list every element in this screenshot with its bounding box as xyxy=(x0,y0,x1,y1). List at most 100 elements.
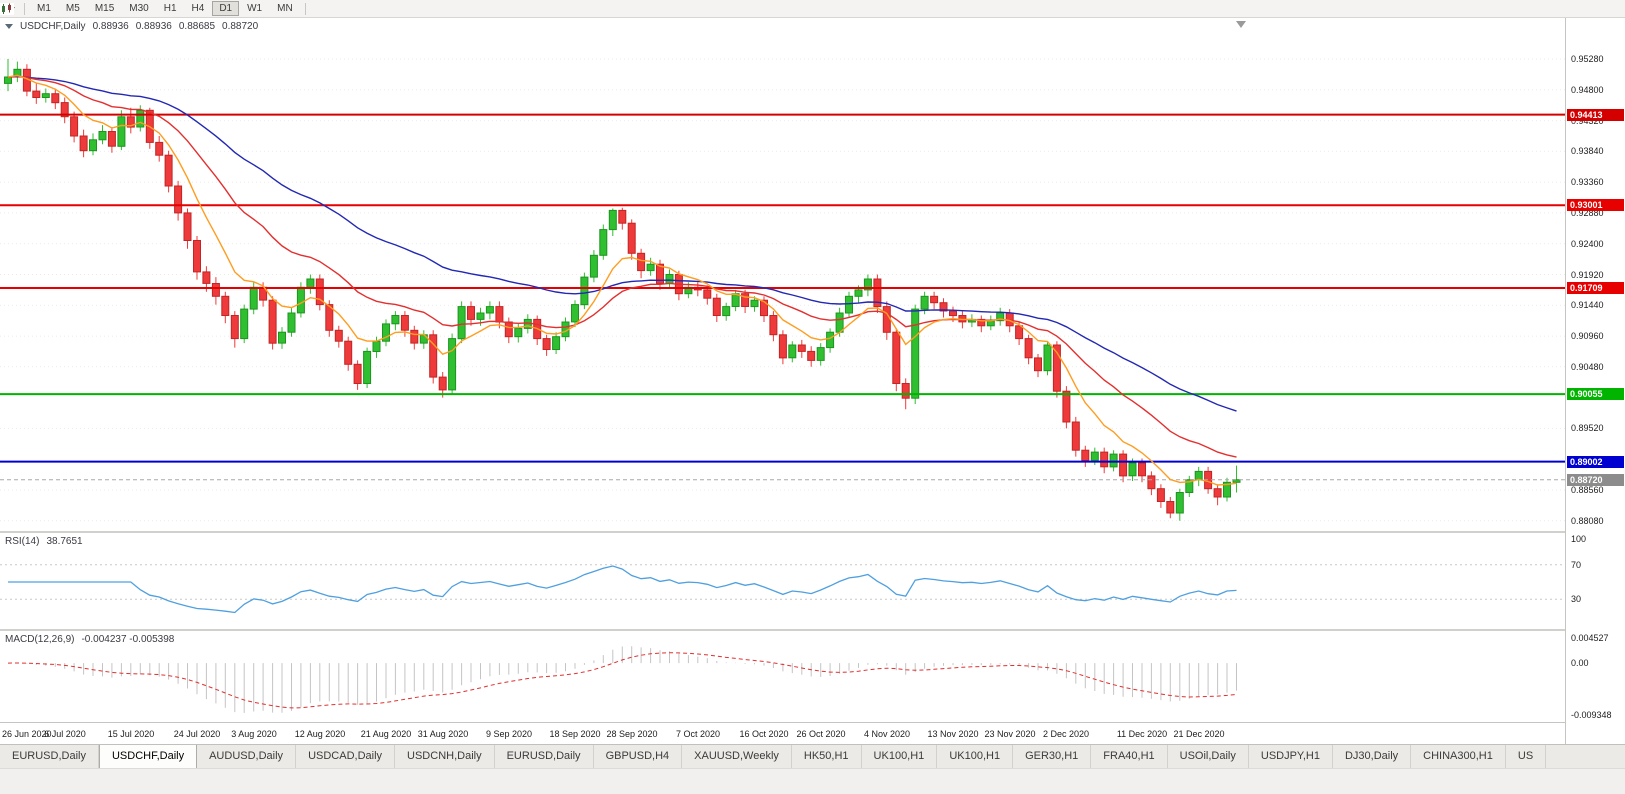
timeframe-button-w1[interactable]: W1 xyxy=(247,3,263,14)
candle xyxy=(977,318,986,327)
date-label: 6 Jul 2020 xyxy=(44,729,86,739)
candle xyxy=(930,295,939,304)
chart-symbol-label: USDCHF,Daily xyxy=(20,21,86,32)
one-click-trading-toggle-icon[interactable] xyxy=(5,24,13,29)
candle xyxy=(788,344,797,359)
candle xyxy=(939,302,948,312)
chart-tab-dj30-daily[interactable]: DJ30,Daily xyxy=(1333,745,1412,768)
candle xyxy=(126,116,135,128)
chart-tab-uk100-h1[interactable]: UK100,H1 xyxy=(862,745,938,768)
candle xyxy=(438,376,447,391)
timeframe-button-mn[interactable]: MN xyxy=(277,3,293,14)
chart-tab-usdcad-daily[interactable]: USDCAD,Daily xyxy=(296,745,396,768)
price-tick-label: 0.88560 xyxy=(1571,484,1604,495)
candle xyxy=(760,299,768,317)
date-label: 12 Aug 2020 xyxy=(294,729,346,739)
chart-tab-usdchf-daily[interactable]: USDCHF,Daily xyxy=(98,745,198,768)
chart-tab-us[interactable]: US xyxy=(1506,745,1547,768)
bar-close-value: 0.88720 xyxy=(222,21,259,32)
candle xyxy=(816,347,825,361)
candle xyxy=(949,310,957,317)
candle xyxy=(211,283,220,297)
chart-tab-bar: EURUSD,Daily USDCHF,Daily AUDUSD,Daily USDC… xyxy=(0,744,1625,768)
chart-tab-hk50-h1[interactable]: HK50,H1 xyxy=(792,745,862,768)
chart-tab-xauusd-weekly[interactable]: XAUUSD,Weekly xyxy=(682,745,792,768)
candle xyxy=(391,315,400,325)
chart-tab-ger30-h1[interactable]: GER30,H1 xyxy=(1013,745,1092,768)
price-tick-label: 0.91920 xyxy=(1571,269,1604,280)
chart-tab-usdcnh-daily[interactable]: USDCNH,Daily xyxy=(395,745,495,768)
level-price-badge: 0.90055 xyxy=(1567,388,1624,401)
candle xyxy=(410,329,419,344)
candle xyxy=(892,331,901,385)
candle xyxy=(164,154,173,187)
time-axis[interactable]: 26 Jun 2020 6 Jul 2020 15 Jul 2020 24 Jul 2… xyxy=(0,722,1565,744)
macd-panel-splitter[interactable] xyxy=(0,629,1625,631)
candle xyxy=(1175,492,1184,514)
rsi-value: 38.7651 xyxy=(46,536,83,547)
timeframe-button-d1[interactable]: D1 xyxy=(212,1,240,16)
candle xyxy=(287,312,296,333)
candle xyxy=(835,312,844,333)
rsi-indicator-panel[interactable] xyxy=(0,533,1565,629)
candle xyxy=(741,293,750,308)
candle xyxy=(344,340,353,365)
current-price-badge: 0.88720 xyxy=(1567,473,1624,486)
price-tick-label: 0.89520 xyxy=(1571,423,1604,434)
candle xyxy=(193,240,201,273)
chart-tab-fra40-h1[interactable]: FRA40,H1 xyxy=(1091,745,1168,768)
candle xyxy=(155,141,164,156)
chart-tab-eurusd-daily[interactable]: EURUSD,Daily xyxy=(0,745,99,768)
chart-tab-usdjpy-h1[interactable]: USDJPY,H1 xyxy=(1249,745,1333,768)
ma-slow-blue xyxy=(7,75,1237,412)
candle xyxy=(400,315,409,331)
candle xyxy=(315,278,324,306)
timeframe-button-m1[interactable]: M1 xyxy=(37,3,51,14)
candle xyxy=(296,286,305,314)
level-price-badge: 0.89002 xyxy=(1567,455,1624,468)
candle xyxy=(552,336,561,351)
chart-tab-gbpusd-h4[interactable]: GBPUSD,H4 xyxy=(594,745,683,768)
candle xyxy=(174,185,183,214)
timeframe-button-h4[interactable]: H4 xyxy=(191,3,205,14)
candle xyxy=(467,306,475,320)
price-tick-label: 0.94800 xyxy=(1571,84,1604,95)
price-axis[interactable]: 0.952800.948000.943200.938400.933600.928… xyxy=(1565,18,1625,744)
candle xyxy=(79,135,88,152)
chart-workspace: USDCHF,Daily 0.88936 0.88936 0.88685 0.8… xyxy=(0,18,1625,744)
chart-tab-usoil-daily[interactable]: USOil,Daily xyxy=(1168,745,1249,768)
chart-shift-marker[interactable] xyxy=(1236,21,1246,28)
candle xyxy=(495,306,504,323)
price-tick-label: 0.92880 xyxy=(1571,207,1604,218)
candle xyxy=(1043,344,1052,372)
chart-tab-china300-h1[interactable]: CHINA300,H1 xyxy=(1411,745,1506,768)
level-price-badge: 0.91709 xyxy=(1567,282,1624,295)
timeframe-button-m15[interactable]: M15 xyxy=(94,3,115,14)
chart-tab-uk100-h1[interactable]: UK100,H1 xyxy=(937,745,1014,768)
candle xyxy=(325,304,334,331)
candle xyxy=(98,131,107,141)
timeframe-button-m30[interactable]: M30 xyxy=(129,3,149,14)
rsi-axis-label: 100 xyxy=(1571,534,1587,544)
date-label: 15 Jul 2020 xyxy=(107,729,155,739)
timeframe-button-h1[interactable]: H1 xyxy=(163,3,177,14)
candle xyxy=(382,323,390,342)
candle xyxy=(750,299,759,308)
rsi-axis-label: 30 xyxy=(1571,594,1582,605)
main-price-chart[interactable] xyxy=(0,18,1565,531)
rsi-panel-splitter[interactable] xyxy=(0,531,1625,533)
candle xyxy=(873,278,882,308)
candle xyxy=(202,271,211,284)
macd-indicator-panel[interactable] xyxy=(0,631,1565,722)
candle xyxy=(571,304,579,323)
candle xyxy=(646,263,655,272)
chart-tab-eurusd-daily[interactable]: EURUSD,Daily xyxy=(495,745,594,768)
candle xyxy=(60,102,69,118)
candle xyxy=(1090,451,1099,461)
chart-tab-audusd-daily[interactable]: AUDUSD,Daily xyxy=(197,745,297,768)
candle xyxy=(778,334,787,359)
price-tick-label: 0.92400 xyxy=(1571,238,1604,249)
macd-values: -0.004237 -0.005398 xyxy=(81,634,175,645)
timeframe-button-m5[interactable]: M5 xyxy=(65,3,80,14)
candle xyxy=(920,295,929,310)
